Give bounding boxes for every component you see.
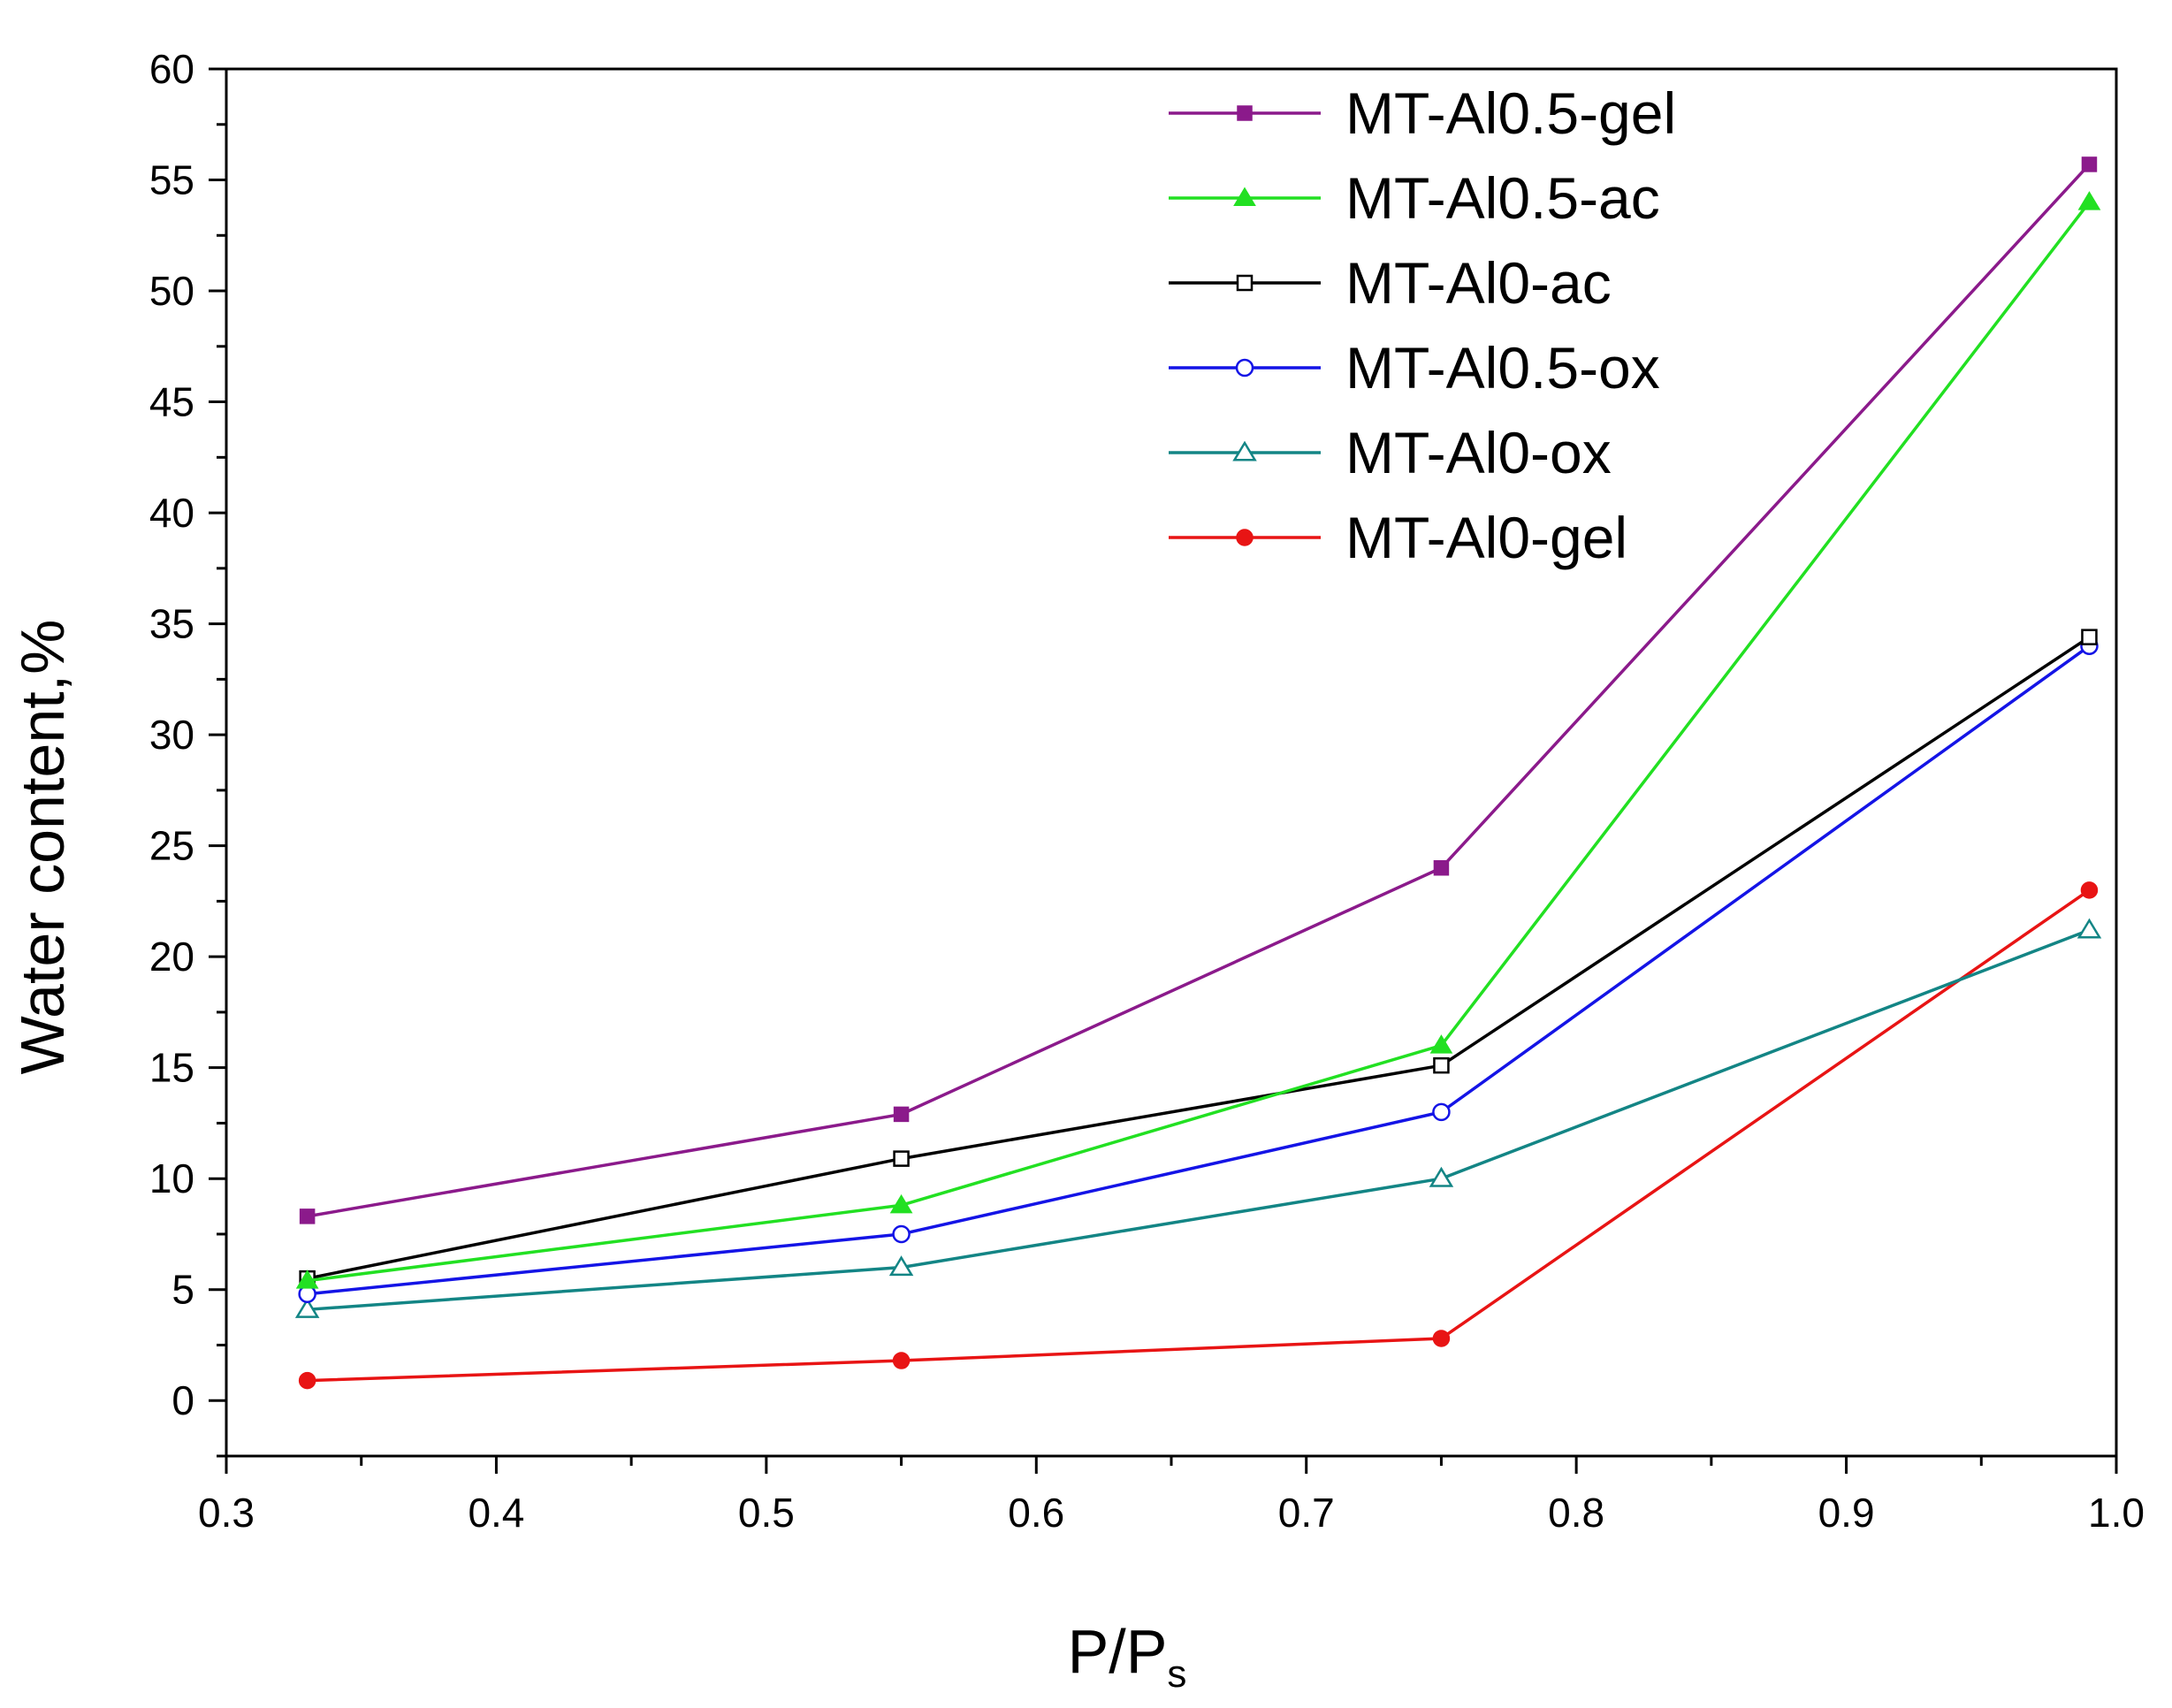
- data-point: [2081, 156, 2098, 172]
- legend-label: MT-Al0.5-gel: [1345, 80, 1676, 146]
- y-tick-label: 15: [149, 1045, 194, 1091]
- legend-entry: MT-Al0.5-gel: [1169, 80, 1676, 146]
- x-axis-title-subscript: s: [1167, 1652, 1186, 1696]
- series-line: [307, 644, 2091, 1296]
- y-tick-label: 25: [149, 823, 194, 869]
- data-point: [295, 1270, 319, 1289]
- y-tick-label: 5: [171, 1267, 194, 1313]
- x-axis-title-main: P/P: [1068, 1617, 1168, 1686]
- data-point: [893, 1106, 910, 1123]
- data-point: [2077, 191, 2101, 210]
- x-tick-label: 0.9: [1818, 1490, 1875, 1536]
- legend-marker: [1236, 274, 1254, 292]
- data-point: [2077, 918, 2102, 939]
- legend-label: MT-Al0.5-ox: [1345, 335, 1660, 400]
- data-point: [298, 1371, 316, 1390]
- legend-entry: MT-Al0.5-ox: [1169, 335, 1660, 400]
- y-tick-label: 0: [171, 1377, 194, 1423]
- data-point: [889, 1193, 913, 1214]
- series-MT-Al0.5-ox: [298, 637, 2099, 1303]
- legend-marker: [1236, 529, 1254, 546]
- x-tick-label: 0.7: [1278, 1490, 1335, 1536]
- series-MT-Al0-ox: [294, 918, 2102, 1318]
- series-MT-Al0-gel: [298, 881, 2099, 1390]
- legend-label: MT-Al0-gel: [1345, 505, 1627, 570]
- y-tick-label: 60: [149, 46, 194, 92]
- legend-marker: [1232, 440, 1257, 461]
- legend-entry: MT-Al0.5-ac: [1169, 165, 1660, 231]
- series-line: [307, 888, 2091, 1383]
- data-point: [1429, 1034, 1453, 1054]
- legend-entry: MT-Al0-ox: [1169, 420, 1612, 485]
- legend-marker: [1237, 105, 1253, 121]
- data-point: [893, 1150, 910, 1167]
- y-tick-label: 55: [149, 157, 194, 203]
- legend-label: MT-Al0-ac: [1345, 250, 1612, 316]
- series-line: [307, 201, 2091, 1283]
- y-tick-label: 20: [149, 934, 194, 980]
- series-line: [307, 928, 2091, 1312]
- data-point: [1433, 859, 1450, 876]
- data-point: [299, 1209, 316, 1224]
- y-axis-title: Water content,%: [8, 620, 77, 1075]
- legend-marker: [1235, 358, 1254, 377]
- legend-label: MT-Al0-ox: [1345, 420, 1612, 485]
- y-tick-label: 45: [149, 379, 194, 425]
- x-tick-label: 0.6: [1008, 1490, 1064, 1536]
- plot-frame: [225, 67, 2118, 1458]
- data-point: [1433, 1056, 1450, 1074]
- data-point: [892, 1224, 911, 1244]
- y-tick-label: 35: [149, 601, 194, 647]
- x-tick-label: 0.3: [198, 1490, 255, 1536]
- series-MT-Al0.5-gel: [299, 156, 2098, 1224]
- x-axis-title: P/Ps: [1068, 1617, 1187, 1696]
- series-line: [307, 636, 2091, 1280]
- series-line: [307, 163, 2091, 1218]
- y-tick-label: 10: [149, 1155, 194, 1201]
- x-tick-label: 0.8: [1548, 1490, 1604, 1536]
- legend-entry: MT-Al0-gel: [1169, 505, 1627, 570]
- legend: MT-Al0.5-gel MT-Al0.5-ac MT-Al0-ac MT-Al0.5…: [1169, 80, 1676, 570]
- data-point: [2081, 629, 2098, 645]
- y-tick-label: 40: [149, 490, 194, 536]
- axes-group: 0 5 10 15 20 25 30 35 40 45 50 55 60 0.3 0.4 0.5 0.6 0.7 0…: [149, 46, 2145, 1536]
- data-point: [1432, 1102, 1451, 1122]
- x-tick-label: 0.5: [738, 1490, 795, 1536]
- data-point: [888, 1255, 914, 1277]
- series-MT-Al0.5-ac: [295, 191, 2101, 1289]
- legend-marker: [1233, 187, 1256, 206]
- series-layer: [294, 156, 2102, 1390]
- data-point: [1432, 1330, 1451, 1347]
- legend-label: MT-Al0.5-ac: [1345, 165, 1660, 231]
- data-point: [892, 1352, 911, 1369]
- data-point: [1429, 1166, 1454, 1187]
- data-point: [294, 1297, 320, 1318]
- x-tick-label: 1.0: [2088, 1490, 2145, 1536]
- series-MT-Al0-ac: [299, 629, 2098, 1287]
- data-point: [2080, 881, 2099, 899]
- x-tick-label: 0.4: [468, 1490, 524, 1536]
- legend-entry: MT-Al0-ac: [1169, 250, 1612, 316]
- y-tick-label: 50: [149, 268, 194, 314]
- y-tick-label: 30: [149, 712, 194, 758]
